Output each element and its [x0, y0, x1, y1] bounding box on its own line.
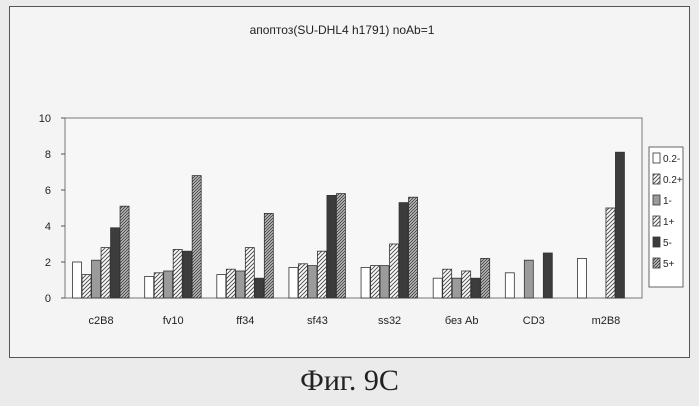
legend-swatch — [653, 258, 660, 268]
bar-c2B8-1- — [92, 260, 101, 298]
y-tick-label: 2 — [45, 257, 51, 269]
bar-без Ab-1+ — [462, 271, 471, 298]
y-tick-label: 0 — [45, 293, 51, 305]
legend-swatch — [653, 237, 660, 247]
bar-sf43-5- — [327, 195, 336, 298]
legend-label: 1+ — [663, 217, 675, 228]
bar-CD3-5- — [543, 253, 552, 298]
bar-ss32-1- — [380, 266, 389, 298]
bar-fv10-0.2- — [145, 276, 154, 298]
legend-swatch — [653, 216, 660, 226]
bar-sf43-1- — [308, 266, 317, 298]
bar-c2B8-0.2- — [73, 262, 82, 298]
bar-без Ab-0.2- — [433, 278, 442, 298]
x-tick-label: CD3 — [523, 315, 545, 327]
figure-caption: Фиг. 9С — [0, 364, 699, 398]
bar-без Ab-1- — [452, 278, 461, 298]
bar-fv10-5- — [183, 251, 192, 298]
bar-sf43-1+ — [317, 251, 326, 298]
legend-swatch — [653, 195, 660, 205]
legend-label: 5- — [663, 238, 672, 249]
bar-c2B8-0.2+ — [82, 275, 91, 298]
bar-ss32-0.2+ — [371, 266, 380, 298]
chart-canvas: апоптоз(SU-DHL4 h1791) noAb=1 0 2 4 6 8 10 c2… — [10, 7, 691, 359]
x-tick-label: ss32 — [378, 315, 401, 327]
bar-m2B8-5- — [615, 152, 624, 298]
bar-CD3-0.2- — [505, 273, 514, 298]
y-tick-label: 8 — [45, 149, 51, 161]
x-tick-label: ff34 — [236, 315, 254, 327]
x-tick-label: m2B8 — [592, 315, 621, 327]
bar-m2B8-0.2- — [577, 258, 586, 298]
bar-ff34-0.2+ — [226, 269, 235, 298]
x-tick-label: sf43 — [307, 315, 328, 327]
y-tick-label: 4 — [45, 221, 51, 233]
bar-ff34-1+ — [245, 248, 254, 298]
x-tick-label: c2B8 — [89, 315, 114, 327]
bar-ff34-1- — [236, 271, 245, 298]
bar-fv10-5+ — [192, 176, 201, 298]
bar-c2B8-5+ — [120, 206, 129, 298]
x-tick-label: без Ab — [445, 315, 479, 327]
chart-title: апоптоз(SU-DHL4 h1791) noAb=1 — [250, 23, 435, 37]
bar-ff34-5- — [255, 278, 264, 298]
bar-c2B8-5- — [111, 228, 120, 298]
bar-без Ab-0.2+ — [443, 269, 452, 298]
bar-fv10-0.2+ — [154, 273, 163, 298]
x-axis: c2B8 fv10 ff34 sf43 ss32 без Ab CD3 m2B8 — [89, 315, 621, 327]
bar-CD3-1- — [524, 260, 533, 298]
legend-swatch — [653, 153, 660, 163]
bar-ss32-1+ — [390, 244, 399, 298]
bar-sf43-0.2+ — [298, 264, 307, 298]
y-tick-label: 10 — [39, 113, 51, 125]
bar-ff34-0.2- — [217, 275, 226, 298]
y-axis: 0 2 4 6 8 10 — [39, 113, 65, 305]
chart-frame: апоптоз(SU-DHL4 h1791) noAb=1 0 2 4 6 8 10 c2… — [9, 6, 690, 358]
bar-c2B8-1+ — [101, 248, 110, 298]
bar-без Ab-5+ — [481, 258, 490, 298]
bar-sf43-5+ — [336, 194, 345, 298]
legend-swatch — [653, 174, 660, 184]
bar-ss32-0.2- — [361, 267, 370, 298]
bar-без Ab-5- — [471, 278, 480, 298]
y-tick-label: 6 — [45, 185, 51, 197]
legend-label: 1- — [663, 196, 672, 207]
bar-ss32-5- — [399, 203, 408, 298]
x-tick-label: fv10 — [163, 315, 184, 327]
bar-fv10-1+ — [173, 249, 182, 298]
bar-m2B8-1+ — [606, 208, 615, 298]
bar-ff34-5+ — [264, 213, 273, 298]
legend: 0.2- 0.2+ 1- 1+ 5- 5+ — [649, 147, 683, 287]
bar-fv10-1- — [164, 271, 173, 298]
bar-ss32-5+ — [409, 197, 418, 298]
legend-label: 0.2+ — [663, 175, 683, 186]
bar-sf43-0.2- — [289, 267, 298, 298]
plot-area — [65, 118, 642, 298]
legend-label: 0.2- — [663, 154, 680, 165]
legend-label: 5+ — [663, 259, 675, 270]
